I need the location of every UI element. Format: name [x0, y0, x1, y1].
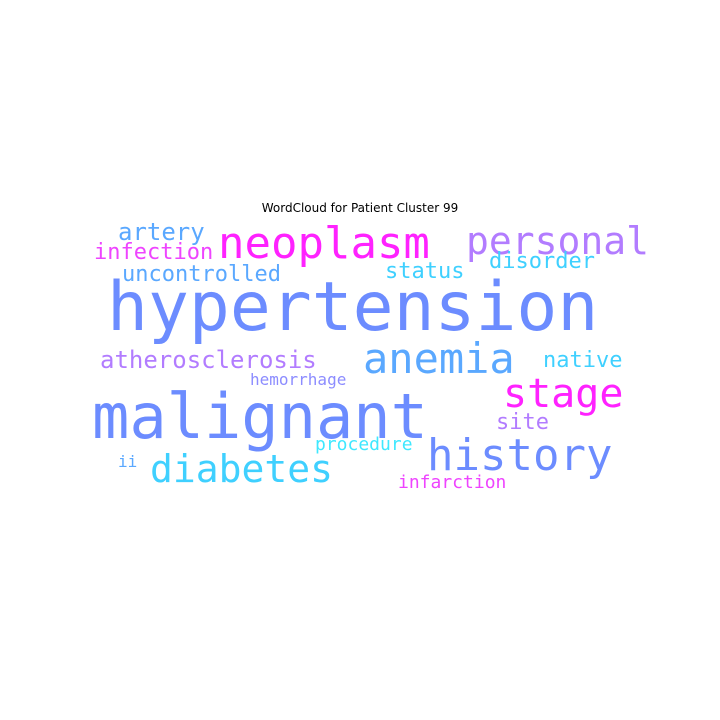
word-cloud: hypertension malignant neoplasm history anem…: [92, 218, 649, 498]
word-diabetes: diabetes: [150, 447, 334, 491]
word-ii: ii: [118, 452, 138, 471]
word-history: history: [427, 430, 613, 481]
word-personal: personal: [466, 219, 650, 263]
word-malignant: malignant: [92, 380, 428, 453]
word-anemia: anemia: [363, 334, 515, 383]
word-hemorrhage: hemorrhage: [250, 370, 347, 389]
word-disorder: disorder: [489, 249, 595, 274]
word-artery: artery: [118, 218, 205, 246]
word-native: native: [543, 348, 623, 373]
word-infection: infection: [94, 240, 214, 265]
word-infarction: infarction: [398, 472, 507, 493]
word-status: status: [385, 259, 465, 284]
word-atherosclerosis: atherosclerosis: [100, 346, 317, 374]
word-site: site: [496, 410, 549, 435]
word-procedure: procedure: [315, 434, 413, 455]
word-stage: stage: [503, 371, 624, 417]
chart-title: WordCloud for Patient Cluster 99: [261, 201, 459, 215]
word-uncontrolled: uncontrolled: [122, 262, 281, 287]
word-hypertension: hypertension: [107, 268, 599, 347]
word-neoplasm: neoplasm: [218, 218, 430, 269]
